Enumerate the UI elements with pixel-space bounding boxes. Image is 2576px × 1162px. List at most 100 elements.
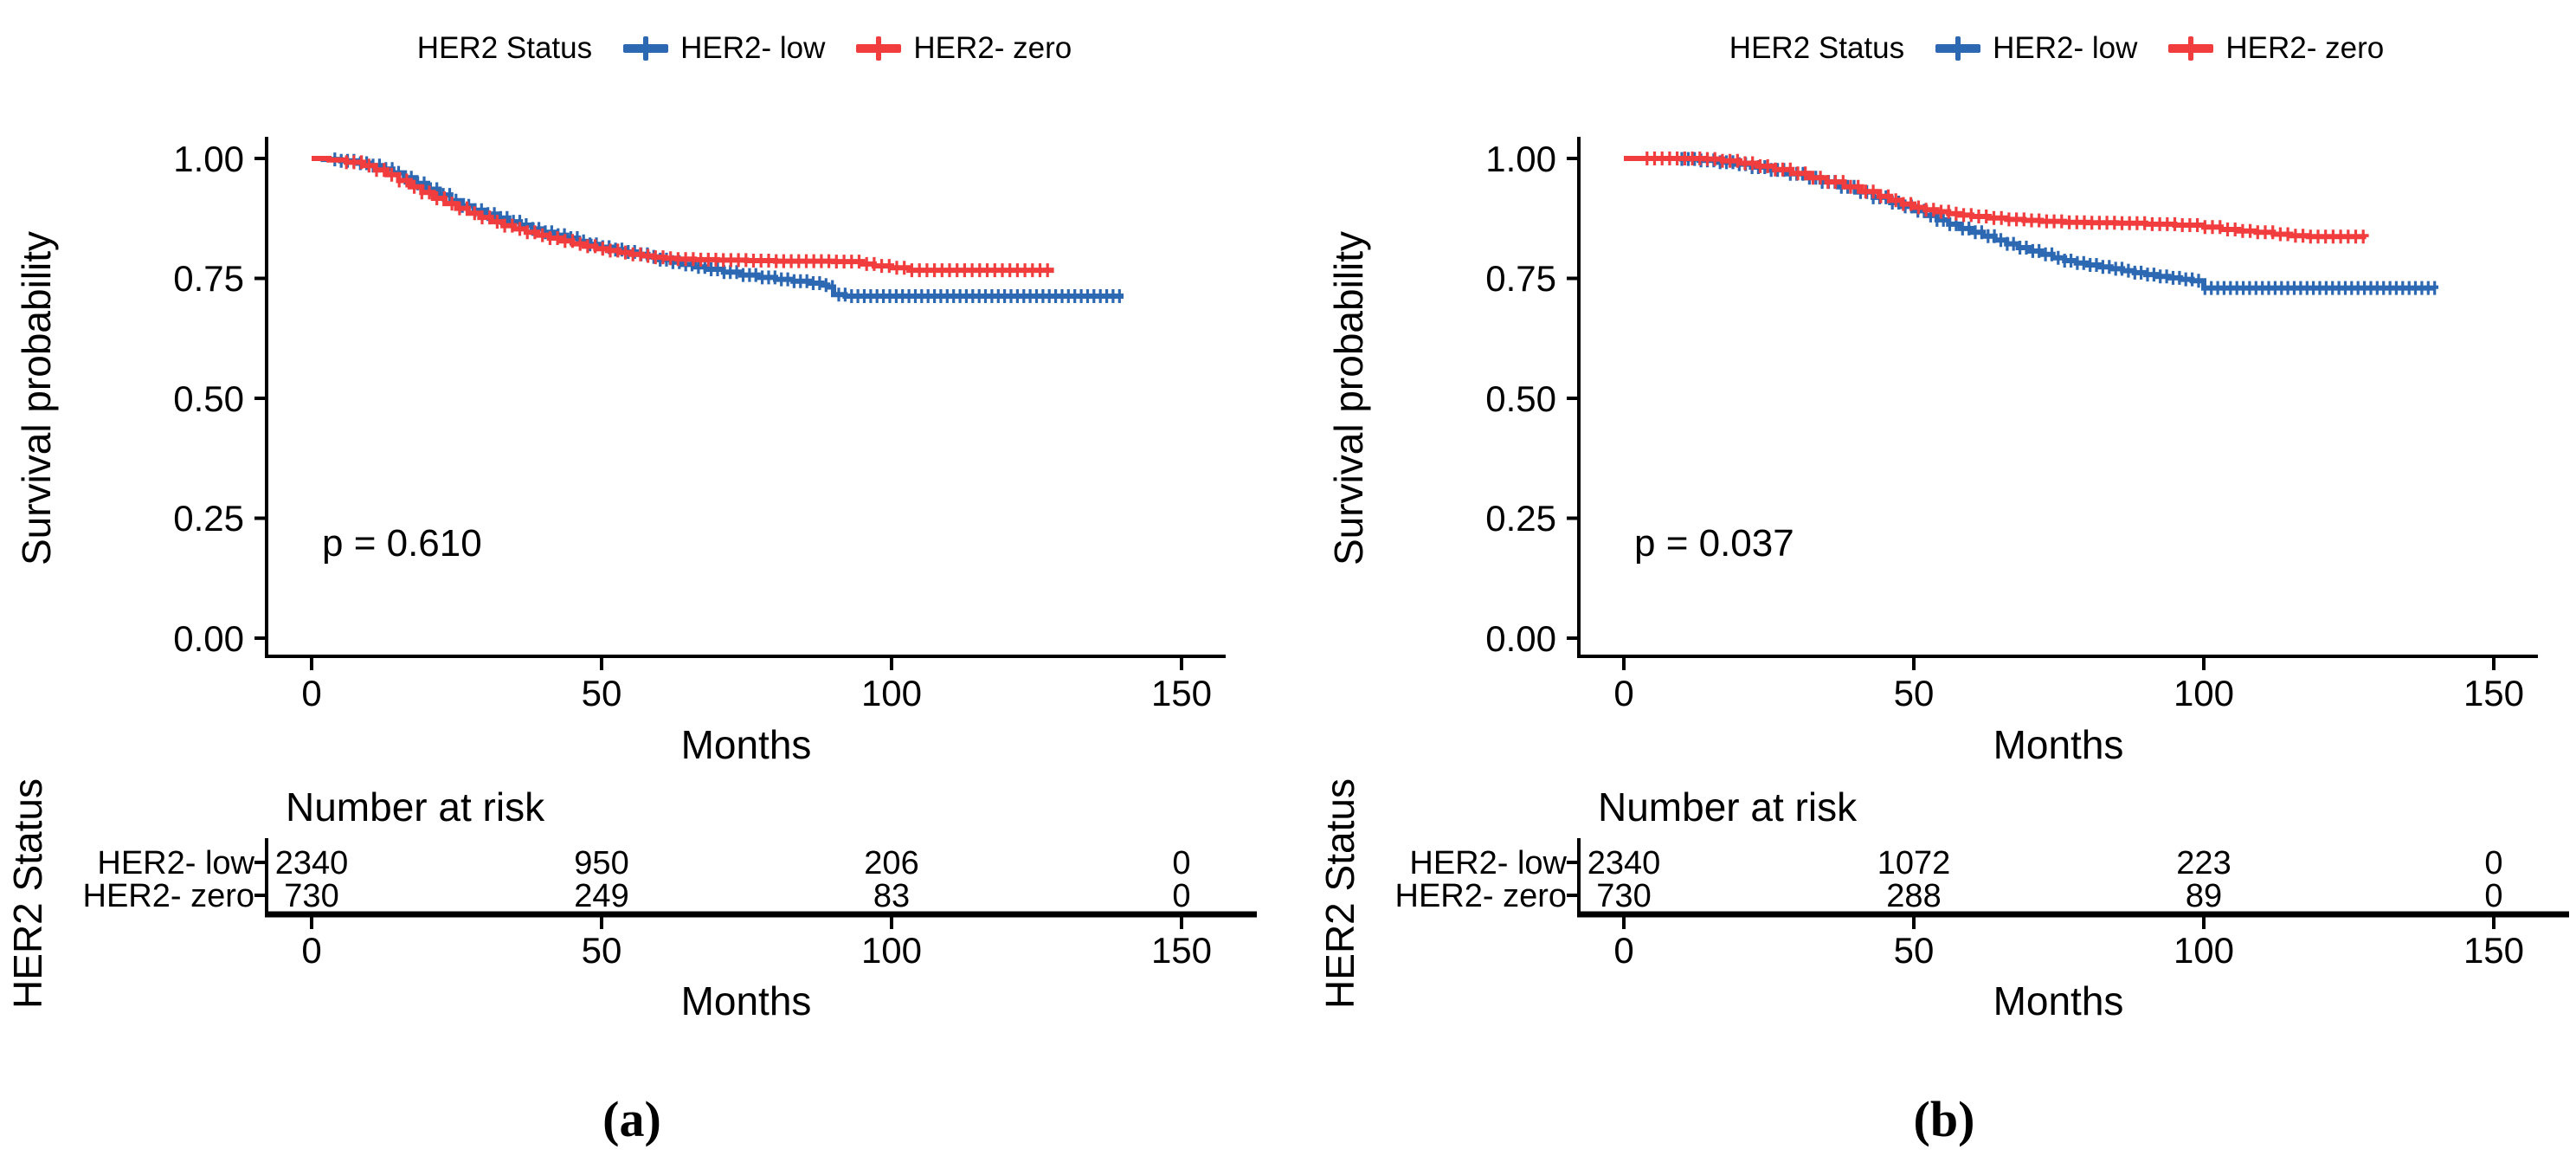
x-tick-label: 50 <box>582 930 622 971</box>
risk-x-axis-title: Months <box>1993 978 2124 1023</box>
x-tick-label: 100 <box>2174 930 2234 971</box>
panel-a: HER2 Status HER2- low HER2- zero <box>0 0 1264 1162</box>
risk-axis-title: HER2 Status <box>5 778 50 1009</box>
risk-value: 0 <box>2484 878 2502 914</box>
legend-item-her2-low: HER2- low <box>621 31 825 66</box>
risk-x-tick-labels: 0 50 100 150 <box>301 930 1212 971</box>
x-tick-label: 100 <box>861 930 922 971</box>
legend-item-her2-zero: HER2- zero <box>854 31 1072 66</box>
marker-tick <box>2188 36 2194 61</box>
marker-tick <box>876 36 882 61</box>
censor-ticks <box>333 152 1121 303</box>
y-tick-label: 1.00 <box>173 139 244 179</box>
x-tick-labels: 0 50 100 150 <box>301 673 1212 713</box>
legend-item-label: HER2- zero <box>2225 31 2385 65</box>
risk-value: 0 <box>2484 845 2502 881</box>
y-tick-label: 0.50 <box>173 378 244 419</box>
legend-b: HER2 Status HER2- low HER2- zero <box>1572 21 2541 76</box>
x-ticks <box>1622 658 2496 670</box>
y-tick-label: 0.00 <box>173 618 244 659</box>
y-tick-label: 1.00 <box>1485 139 1556 179</box>
x-tick-label: 0 <box>301 673 321 713</box>
risk-row-label-her2-low: HER2- low <box>97 845 254 881</box>
legend-item-her2-zero: HER2- zero <box>2167 31 2384 66</box>
y-ticks <box>1567 157 1579 640</box>
x-tick-label: 150 <box>2463 930 2524 971</box>
km-curve <box>1624 156 2369 240</box>
km-plot-b: 1.00 0.75 0.50 0.25 0.00 0 50 100 150 Mo… <box>1317 137 2569 1147</box>
x-tick-labels: 0 50 100 150 <box>1613 673 2524 713</box>
censor-plus-icon <box>2168 36 2214 61</box>
y-ticks <box>254 157 267 640</box>
panel-caption-b: (b) <box>1914 1091 1975 1147</box>
km-plot-a: 1.00 0.75 0.50 0.25 0.00 0 50 100 150 Mo… <box>5 137 1257 1147</box>
panel-b: HER2 Status HER2- low HER2- zero <box>1312 0 2576 1162</box>
risk-value: 249 <box>574 878 628 914</box>
km-curve <box>1624 156 2438 291</box>
censor-ticks <box>1645 152 2365 244</box>
legend-item-label: HER2- zero <box>913 31 1072 65</box>
censor-plus-icon <box>623 36 669 61</box>
risk-row-label-her2-low: HER2- low <box>1409 845 1567 881</box>
y-tick-labels: 1.00 0.75 0.50 0.25 0.00 <box>173 139 244 659</box>
x-ticks <box>310 658 1183 670</box>
risk-values-her2-zero: 730 288 89 0 <box>1596 878 2502 914</box>
risk-table-title: Number at risk <box>286 784 545 830</box>
risk-row-label-her2-zero: HER2- zero <box>83 878 255 914</box>
risk-x-ticks <box>1622 917 2496 929</box>
km-curve <box>312 156 1054 274</box>
risk-value: 83 <box>873 878 910 914</box>
x-tick-label: 150 <box>1151 673 1212 713</box>
risk-value: 950 <box>574 845 628 881</box>
legend-title: HER2 Status <box>1729 31 1905 65</box>
y-tick-label: 0.75 <box>173 258 244 299</box>
y-tick-label: 0.00 <box>1485 618 1556 659</box>
x-tick-label: 150 <box>2463 673 2524 713</box>
survival-curves <box>1624 152 2438 295</box>
y-tick-label: 0.75 <box>1485 258 1556 299</box>
x-tick-label: 50 <box>582 673 622 713</box>
risk-value: 89 <box>2186 878 2222 914</box>
legend-item-her2-low: HER2- low <box>1934 31 2137 66</box>
y-tick-label: 0.25 <box>1485 498 1556 539</box>
y-tick-label: 0.50 <box>1485 378 1556 419</box>
x-tick-label: 0 <box>301 930 321 971</box>
marker-tick <box>643 36 649 61</box>
x-tick-label: 0 <box>1613 930 1633 971</box>
x-tick-label: 0 <box>1613 673 1633 713</box>
x-axis-title: Months <box>681 722 812 767</box>
legend-item-label: HER2- low <box>680 31 826 65</box>
y-tick-label: 0.25 <box>173 498 244 539</box>
risk-value: 223 <box>2176 845 2231 881</box>
censor-plus-icon <box>856 36 902 61</box>
risk-values-her2-low: 2340 950 206 0 <box>275 845 1191 881</box>
y-tick-labels: 1.00 0.75 0.50 0.25 0.00 <box>1485 139 1556 659</box>
legend-title: HER2 Status <box>416 31 593 65</box>
risk-x-ticks <box>310 917 1183 929</box>
risk-value: 1072 <box>1877 845 1951 881</box>
risk-axis-title: HER2 Status <box>1317 778 1362 1009</box>
risk-table-title: Number at risk <box>1598 784 1858 830</box>
risk-value: 288 <box>1886 878 1941 914</box>
x-tick-label: 50 <box>1894 673 1935 713</box>
censor-plus-icon <box>1935 36 1981 61</box>
y-axis-title: Survival probability <box>14 231 59 565</box>
x-tick-label: 100 <box>861 673 922 713</box>
risk-value: 730 <box>284 878 338 914</box>
risk-x-axis-title: Months <box>681 978 812 1023</box>
censor-ticks <box>345 155 1049 278</box>
legend-item-label: HER2- low <box>1993 31 2138 65</box>
risk-value: 206 <box>864 845 918 881</box>
risk-x-tick-labels: 0 50 100 150 <box>1613 930 2524 971</box>
x-axis-title: Months <box>1993 722 2124 767</box>
risk-value: 0 <box>1172 878 1190 914</box>
y-axis-title: Survival probability <box>1326 231 1371 565</box>
risk-value: 730 <box>1596 878 1651 914</box>
x-tick-label: 150 <box>1151 930 1212 971</box>
p-value: p = 0.610 <box>322 522 482 565</box>
legend-a: HER2 Status HER2- low HER2- zero <box>260 21 1229 76</box>
risk-value: 2340 <box>1587 845 1661 881</box>
risk-value: 2340 <box>275 845 349 881</box>
p-value: p = 0.037 <box>1634 522 1794 565</box>
